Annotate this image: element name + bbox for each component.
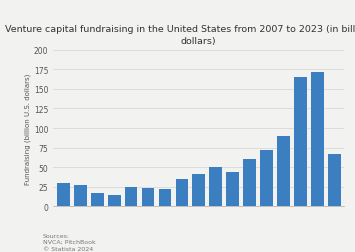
Bar: [108, 195, 121, 207]
Bar: [294, 78, 307, 207]
Title: Venture capital fundraising in the United States from 2007 to 2023 (in billion U: Venture capital fundraising in the Unite…: [5, 25, 355, 45]
Bar: [91, 193, 104, 207]
Bar: [192, 174, 205, 207]
Bar: [159, 190, 171, 207]
Text: Sources:
NVCA; PitchBook
© Statista 2024: Sources: NVCA; PitchBook © Statista 2024: [43, 233, 95, 251]
Y-axis label: Fundraising (billion U.S. dollars): Fundraising (billion U.S. dollars): [24, 73, 31, 184]
Bar: [125, 187, 137, 207]
Bar: [209, 168, 222, 207]
Bar: [243, 160, 256, 207]
Bar: [226, 172, 239, 207]
Bar: [142, 189, 154, 207]
Bar: [74, 185, 87, 207]
Bar: [277, 136, 290, 207]
Bar: [260, 150, 273, 207]
Bar: [175, 179, 188, 207]
Bar: [311, 72, 324, 207]
Bar: [328, 154, 340, 207]
Bar: [57, 183, 70, 207]
